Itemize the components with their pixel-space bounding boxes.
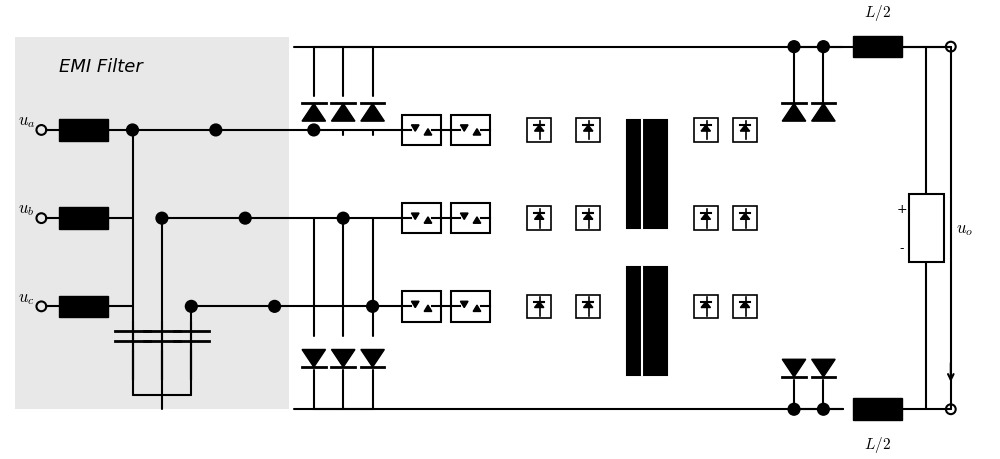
Circle shape bbox=[239, 213, 251, 224]
Polygon shape bbox=[473, 218, 481, 224]
Polygon shape bbox=[424, 218, 432, 224]
Bar bbox=[576, 295, 600, 319]
Polygon shape bbox=[812, 104, 835, 122]
Polygon shape bbox=[302, 104, 326, 122]
Bar bbox=[59, 120, 108, 141]
Polygon shape bbox=[473, 305, 481, 312]
Circle shape bbox=[788, 403, 800, 415]
Bar bbox=[402, 291, 441, 322]
Polygon shape bbox=[411, 126, 419, 132]
Polygon shape bbox=[302, 350, 326, 367]
Circle shape bbox=[269, 301, 280, 313]
Bar bbox=[59, 208, 108, 230]
Polygon shape bbox=[534, 214, 544, 220]
Circle shape bbox=[367, 301, 378, 313]
Text: +: + bbox=[896, 202, 907, 215]
Bar bbox=[694, 119, 718, 142]
Polygon shape bbox=[361, 350, 384, 367]
Bar bbox=[576, 207, 600, 230]
Bar bbox=[59, 296, 108, 318]
Bar bbox=[527, 119, 551, 142]
Polygon shape bbox=[583, 126, 593, 132]
Polygon shape bbox=[701, 214, 711, 220]
Text: $u_a$: $u_a$ bbox=[18, 112, 35, 130]
Bar bbox=[909, 194, 944, 263]
Circle shape bbox=[156, 213, 168, 224]
Circle shape bbox=[818, 42, 829, 53]
Text: $L/2$: $L/2$ bbox=[864, 3, 891, 23]
Bar bbox=[853, 398, 902, 420]
Polygon shape bbox=[583, 214, 593, 220]
Circle shape bbox=[210, 125, 222, 136]
Polygon shape bbox=[534, 126, 544, 132]
Polygon shape bbox=[411, 213, 419, 220]
Polygon shape bbox=[701, 126, 711, 132]
Circle shape bbox=[788, 42, 800, 53]
Bar bbox=[451, 291, 490, 322]
Bar bbox=[627, 121, 667, 229]
Bar bbox=[15, 38, 289, 409]
Polygon shape bbox=[331, 104, 355, 122]
Polygon shape bbox=[424, 305, 432, 312]
Polygon shape bbox=[812, 359, 835, 377]
Bar bbox=[627, 268, 667, 375]
Polygon shape bbox=[361, 104, 384, 122]
Polygon shape bbox=[460, 126, 468, 132]
Polygon shape bbox=[460, 302, 468, 308]
Circle shape bbox=[308, 125, 320, 136]
Text: $u_c$: $u_c$ bbox=[18, 288, 34, 306]
Text: $u_b$: $u_b$ bbox=[18, 200, 34, 218]
Polygon shape bbox=[460, 213, 468, 220]
Text: $L/2$: $L/2$ bbox=[864, 434, 891, 454]
Bar bbox=[733, 119, 757, 142]
Polygon shape bbox=[782, 104, 806, 122]
Polygon shape bbox=[411, 302, 419, 308]
Circle shape bbox=[127, 125, 138, 136]
Polygon shape bbox=[782, 359, 806, 377]
Polygon shape bbox=[534, 302, 544, 308]
Bar bbox=[451, 115, 490, 146]
Polygon shape bbox=[740, 214, 750, 220]
Bar bbox=[527, 295, 551, 319]
Polygon shape bbox=[473, 129, 481, 136]
Circle shape bbox=[337, 213, 349, 224]
Text: EMI Filter: EMI Filter bbox=[59, 58, 143, 76]
Polygon shape bbox=[740, 302, 750, 308]
Polygon shape bbox=[424, 129, 432, 136]
Bar bbox=[694, 295, 718, 319]
Circle shape bbox=[185, 301, 197, 313]
Polygon shape bbox=[331, 350, 355, 367]
Bar bbox=[694, 207, 718, 230]
Bar bbox=[527, 207, 551, 230]
Polygon shape bbox=[740, 126, 750, 132]
Circle shape bbox=[818, 403, 829, 415]
Bar bbox=[402, 203, 441, 234]
Bar bbox=[733, 295, 757, 319]
Text: -: - bbox=[900, 241, 904, 254]
Polygon shape bbox=[583, 302, 593, 308]
Bar bbox=[451, 203, 490, 234]
Bar bbox=[402, 115, 441, 146]
Text: $u_o$: $u_o$ bbox=[956, 219, 973, 237]
Polygon shape bbox=[701, 302, 711, 308]
Bar bbox=[733, 207, 757, 230]
Bar bbox=[853, 37, 902, 58]
Bar bbox=[576, 119, 600, 142]
